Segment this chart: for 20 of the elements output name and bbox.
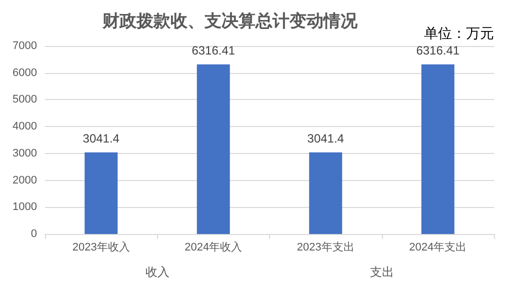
y-tick-label: 5000 bbox=[12, 94, 37, 106]
data-label: 6316.41 bbox=[192, 43, 236, 58]
data-label: 6316.41 bbox=[416, 43, 460, 58]
y-tick-label: 0 bbox=[30, 228, 37, 240]
y-tick-label: 1000 bbox=[12, 201, 37, 214]
data-label: 3041.4 bbox=[307, 131, 344, 146]
x-tick-label: 2023年收入 bbox=[72, 240, 130, 254]
text: 单位：万元 bbox=[424, 26, 494, 42]
text: 支出 bbox=[370, 265, 394, 279]
text: 收入 bbox=[145, 265, 170, 279]
chart-title: 财政拨款收、支决算总计变动情况 bbox=[102, 12, 358, 32]
y-tick-label: 3000 bbox=[12, 147, 37, 160]
data-label: 3041.4 bbox=[82, 131, 120, 146]
x-tick-label: 2024年收入 bbox=[184, 240, 242, 254]
x-tick-label: 2023年支出 bbox=[296, 240, 354, 254]
y-tick-label: 2000 bbox=[12, 174, 37, 186]
x-tick-label: 2024年支出 bbox=[409, 240, 467, 254]
y-tick-label: 7000 bbox=[12, 40, 37, 52]
y-tick-label: 6000 bbox=[12, 66, 37, 79]
y-tick-label: 4000 bbox=[12, 120, 37, 133]
